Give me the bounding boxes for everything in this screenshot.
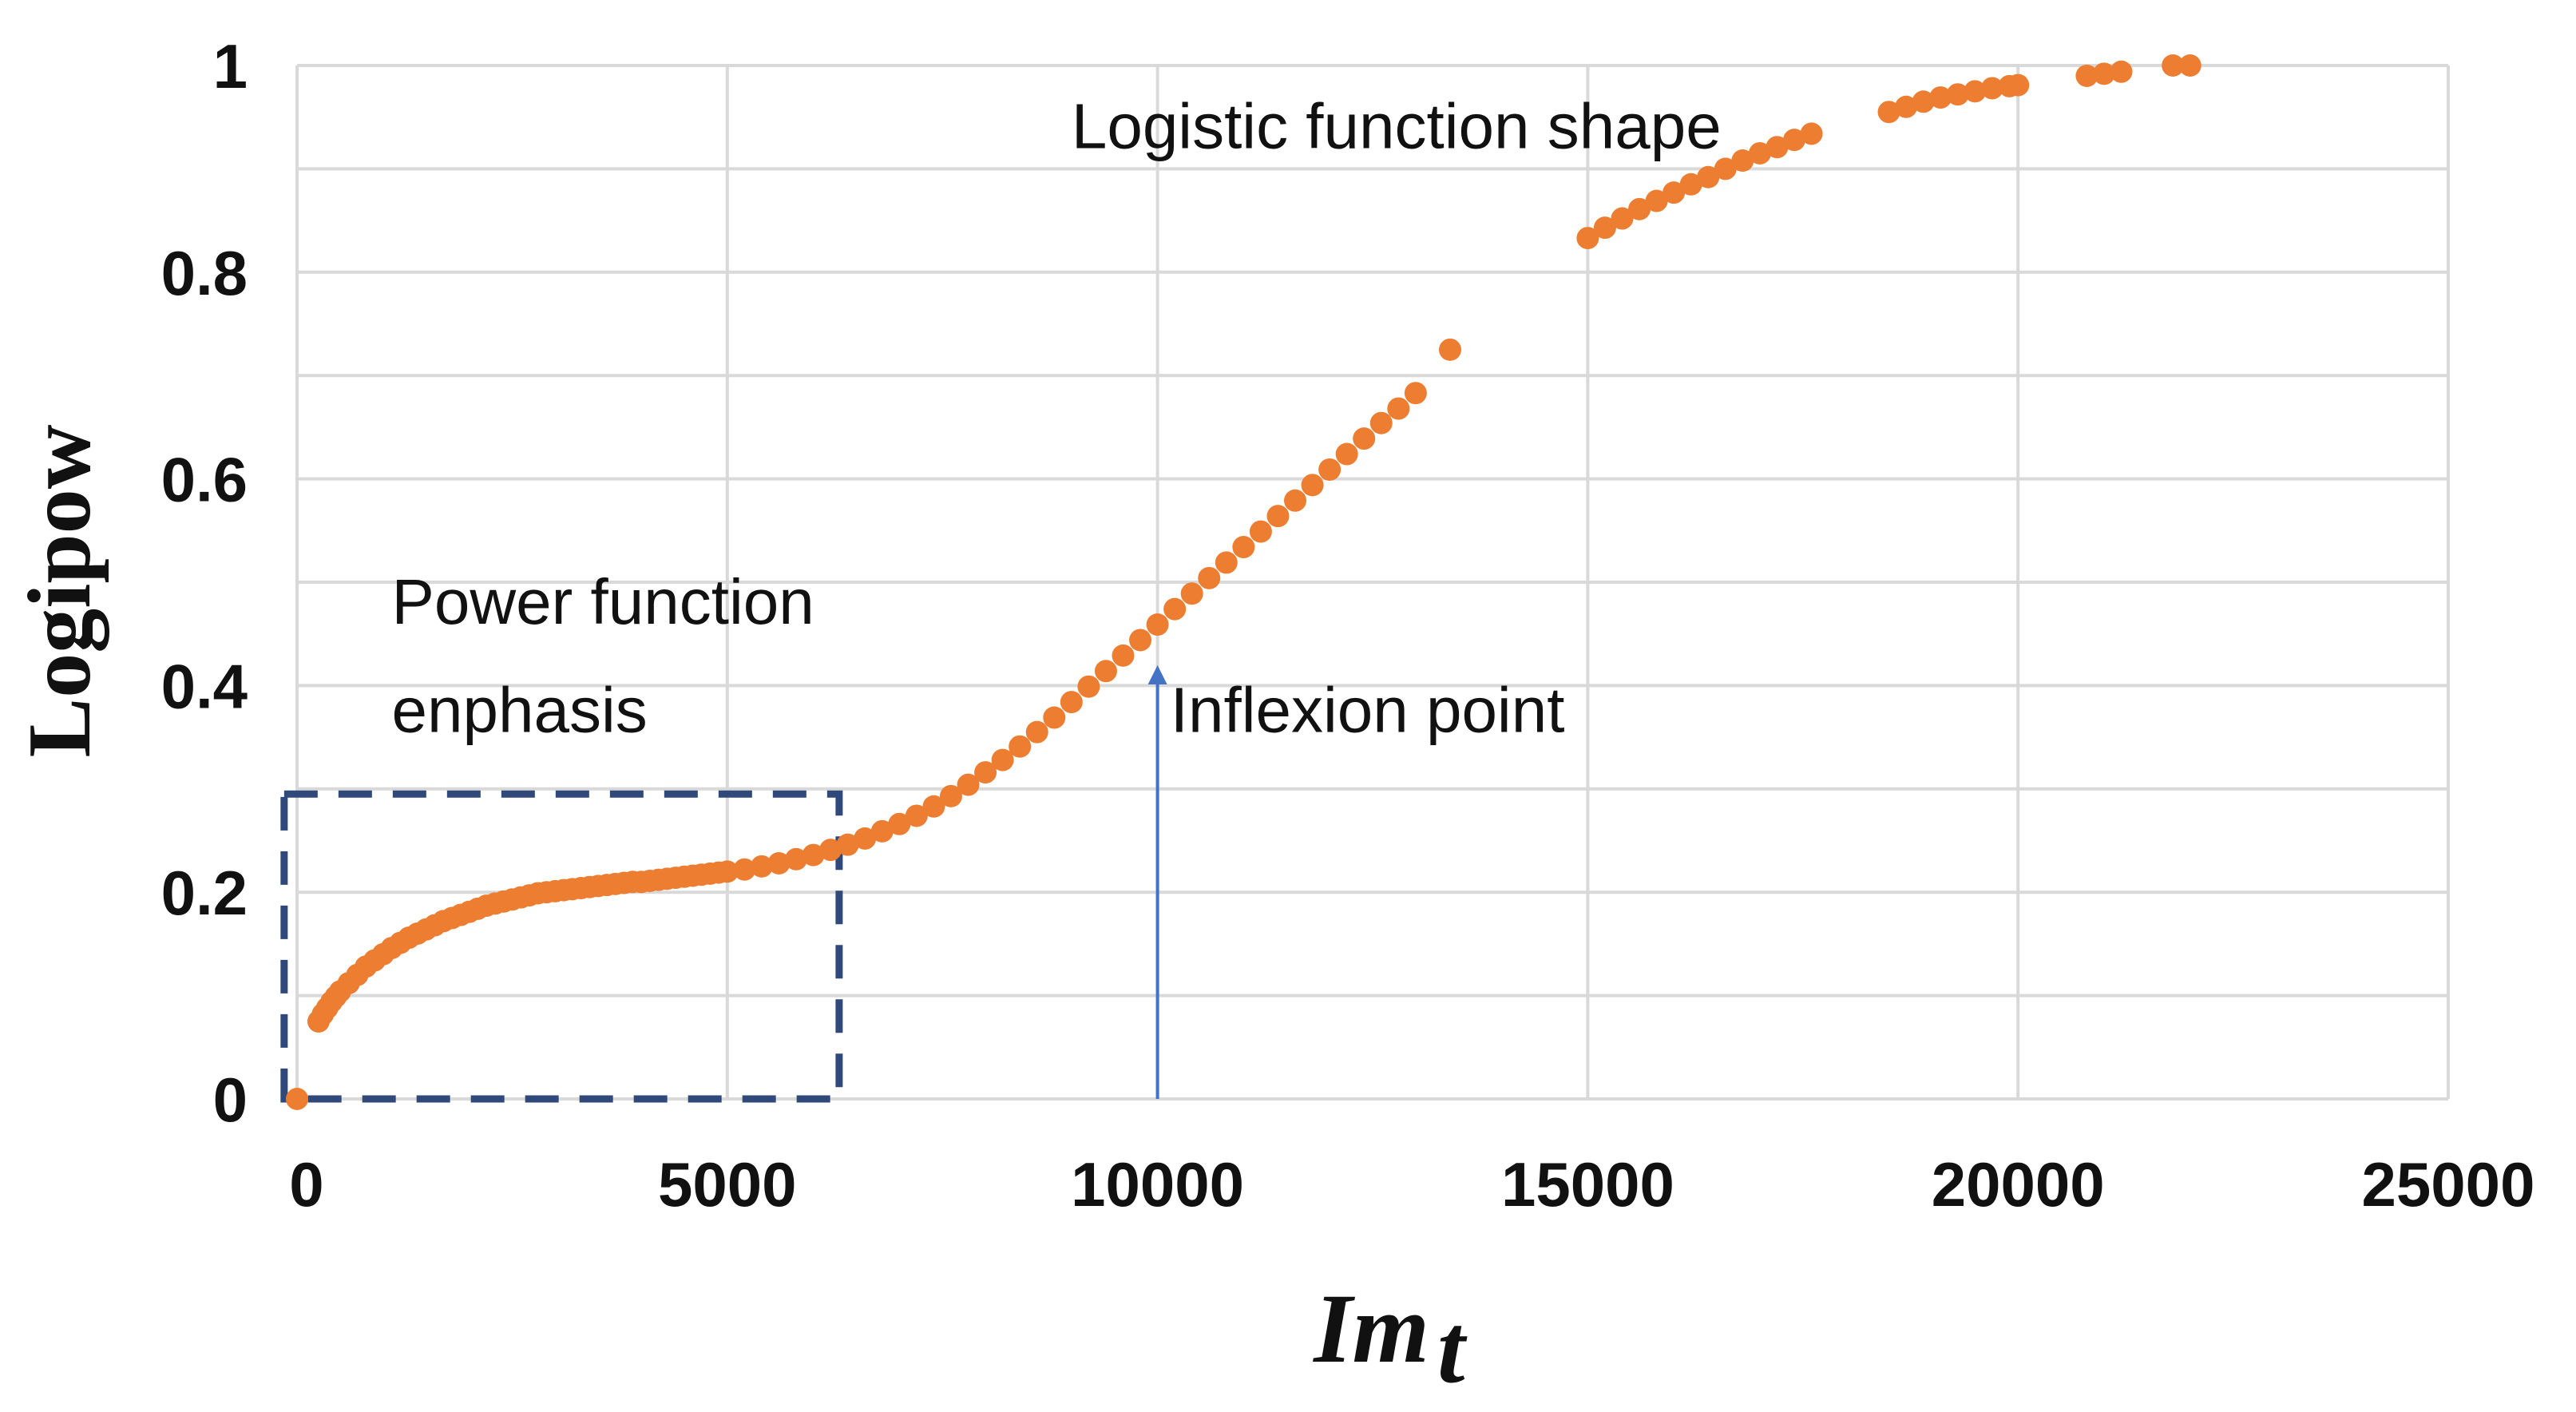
x-tick-label: 0 [289,1149,323,1220]
data-point [1215,551,1238,574]
data-point [1766,136,1789,159]
y-tick-label: 0.2 [161,858,248,928]
data-point [802,843,825,867]
y-tick-label: 0.6 [161,445,248,515]
data-point [1353,427,1376,450]
data-point [1043,706,1066,729]
power-emphasis-box-layer [280,790,843,1103]
data-point [1249,520,1272,543]
data-point [1077,675,1100,698]
data-point [1576,227,1599,250]
data-point [1748,141,1771,165]
data-point [767,851,791,875]
x-tick-label: 10000 [1071,1149,1244,1220]
inflexion-label: Inflexion point [1171,675,1565,746]
data-point [1163,597,1187,621]
data-point [1060,691,1083,714]
data-point [1929,86,1952,109]
data-point [1980,77,2003,100]
data-point [1731,149,1754,173]
x-tick-label: 20000 [1932,1149,2105,1220]
data-point [1438,338,1461,361]
x-tick-label: 5000 [658,1149,797,1220]
x-tick-label: 25000 [2362,1149,2535,1220]
x-tick-label: 15000 [1501,1149,1674,1220]
data-point [1129,629,1152,652]
logistic-label: Logistic function shape [1072,91,1722,162]
data-point [1697,165,1720,188]
power-label-line2: enphasis [392,675,648,746]
data-point [922,795,945,818]
data-point [1964,80,1987,103]
y-tick-label: 0.8 [161,238,248,308]
y-tick-label: 0.4 [161,651,248,721]
data-point [1611,207,1634,230]
data-point [1387,397,1410,420]
data-point [733,858,756,881]
data-point [2162,54,2185,77]
data-points [286,54,2201,1110]
data-point [854,827,877,850]
data-point [1628,197,1651,220]
data-point [1946,83,1969,106]
data-point [1369,411,1393,434]
data-point [1877,101,1900,124]
y-tick-label: 1 [213,31,248,101]
y-axis-label: Logipow [10,424,109,757]
data-point [974,761,997,784]
annotations: Logistic function shape Power function enp… [392,91,1722,746]
data-point [1663,181,1686,204]
data-point [819,839,842,862]
axes: 0 0.2 0.4 0.6 0.8 1 0 5000 10000 15000 20000 25000 [161,31,2535,1220]
data-point [1025,720,1048,744]
data-point [1009,735,1032,758]
data-point [1783,129,1806,152]
data-point [939,784,962,807]
data-point [1714,157,1737,180]
data-point [750,855,773,878]
data-point [1094,660,1117,683]
data-point [1232,536,1255,559]
data-point [1266,505,1290,528]
data-point [991,748,1014,771]
y-tick-label: 0 [213,1065,248,1135]
data-point [1180,582,1203,605]
data-point [2178,54,2201,77]
data-point [1404,382,1427,405]
data-point [957,773,980,796]
data-point [836,833,859,856]
power-label-line1: Power function [392,566,814,637]
data-point [1335,442,1358,466]
data-point [1800,122,1823,145]
data-point [905,804,928,827]
data-point [1301,474,1324,497]
data-point [2075,64,2098,87]
data-point [715,860,739,883]
data-point [2092,62,2115,85]
data-point [1318,458,1342,481]
data-point [1645,189,1668,212]
data-point [1912,90,1935,113]
data-point [1112,644,1135,667]
power-emphasis-box [280,790,843,1103]
data-point [1593,216,1616,240]
data-point [1284,489,1307,512]
data-point [1679,173,1702,196]
x-axis-label-subscript: t [1437,1294,1468,1403]
data-point [1146,613,1169,637]
data-point [2007,73,2030,97]
x-axis-label: Im [1312,1274,1429,1383]
data-point [888,812,911,835]
data-point [1198,566,1221,589]
data-point [785,847,808,871]
data-point [2110,60,2133,83]
data-point [1895,95,1918,118]
data-point [286,1088,308,1110]
data-point [870,819,894,843]
